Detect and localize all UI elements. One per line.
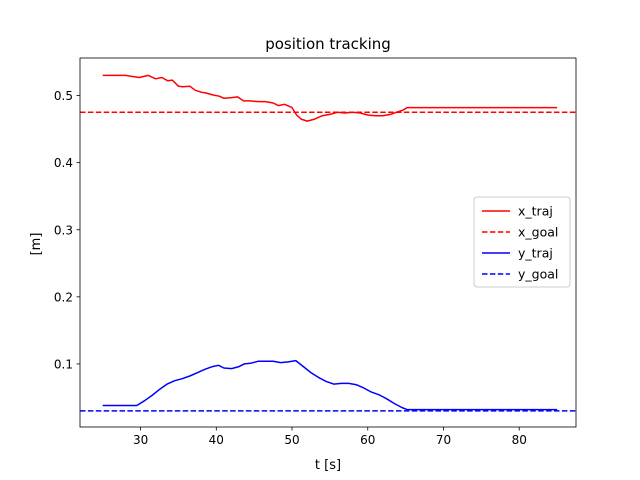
series-line-y-traj — [102, 359, 558, 411]
x-tick-label: 70 — [436, 433, 451, 447]
series-line-x-traj — [102, 74, 558, 122]
x-tick-label: 40 — [209, 433, 224, 447]
chart-title: position tracking — [265, 35, 391, 53]
x-axis-label: t [s] — [315, 458, 341, 473]
legend-label: y_goal — [518, 267, 558, 282]
y-tick-label: 0.4 — [54, 156, 73, 170]
ticks-layer: 30 40 50 60 70 80 0.1 0.2 0.3 0.4 0.5 — [54, 89, 527, 447]
y-tick-label: 0.5 — [54, 89, 73, 103]
x-tick-label: 80 — [512, 433, 527, 447]
x-tick-label: 30 — [133, 433, 148, 447]
y-axis-label: [m] — [29, 233, 44, 256]
axes-frame — [79, 57, 577, 428]
x-tick-label: 50 — [284, 433, 299, 447]
legend-label: y_traj — [518, 246, 553, 261]
plot-area — [79, 57, 577, 428]
series-layer — [80, 74, 576, 412]
x-tick-label: 60 — [360, 433, 375, 447]
legend-label: x_traj — [518, 204, 553, 219]
legend-box — [473, 196, 571, 288]
legend: x_traj x_goal y_traj y_goal — [473, 196, 571, 288]
y-tick-label: 0.3 — [54, 223, 73, 237]
legend-label: x_goal — [518, 225, 558, 240]
y-tick-label: 0.2 — [54, 290, 73, 304]
y-tick-label: 0.1 — [54, 357, 73, 371]
